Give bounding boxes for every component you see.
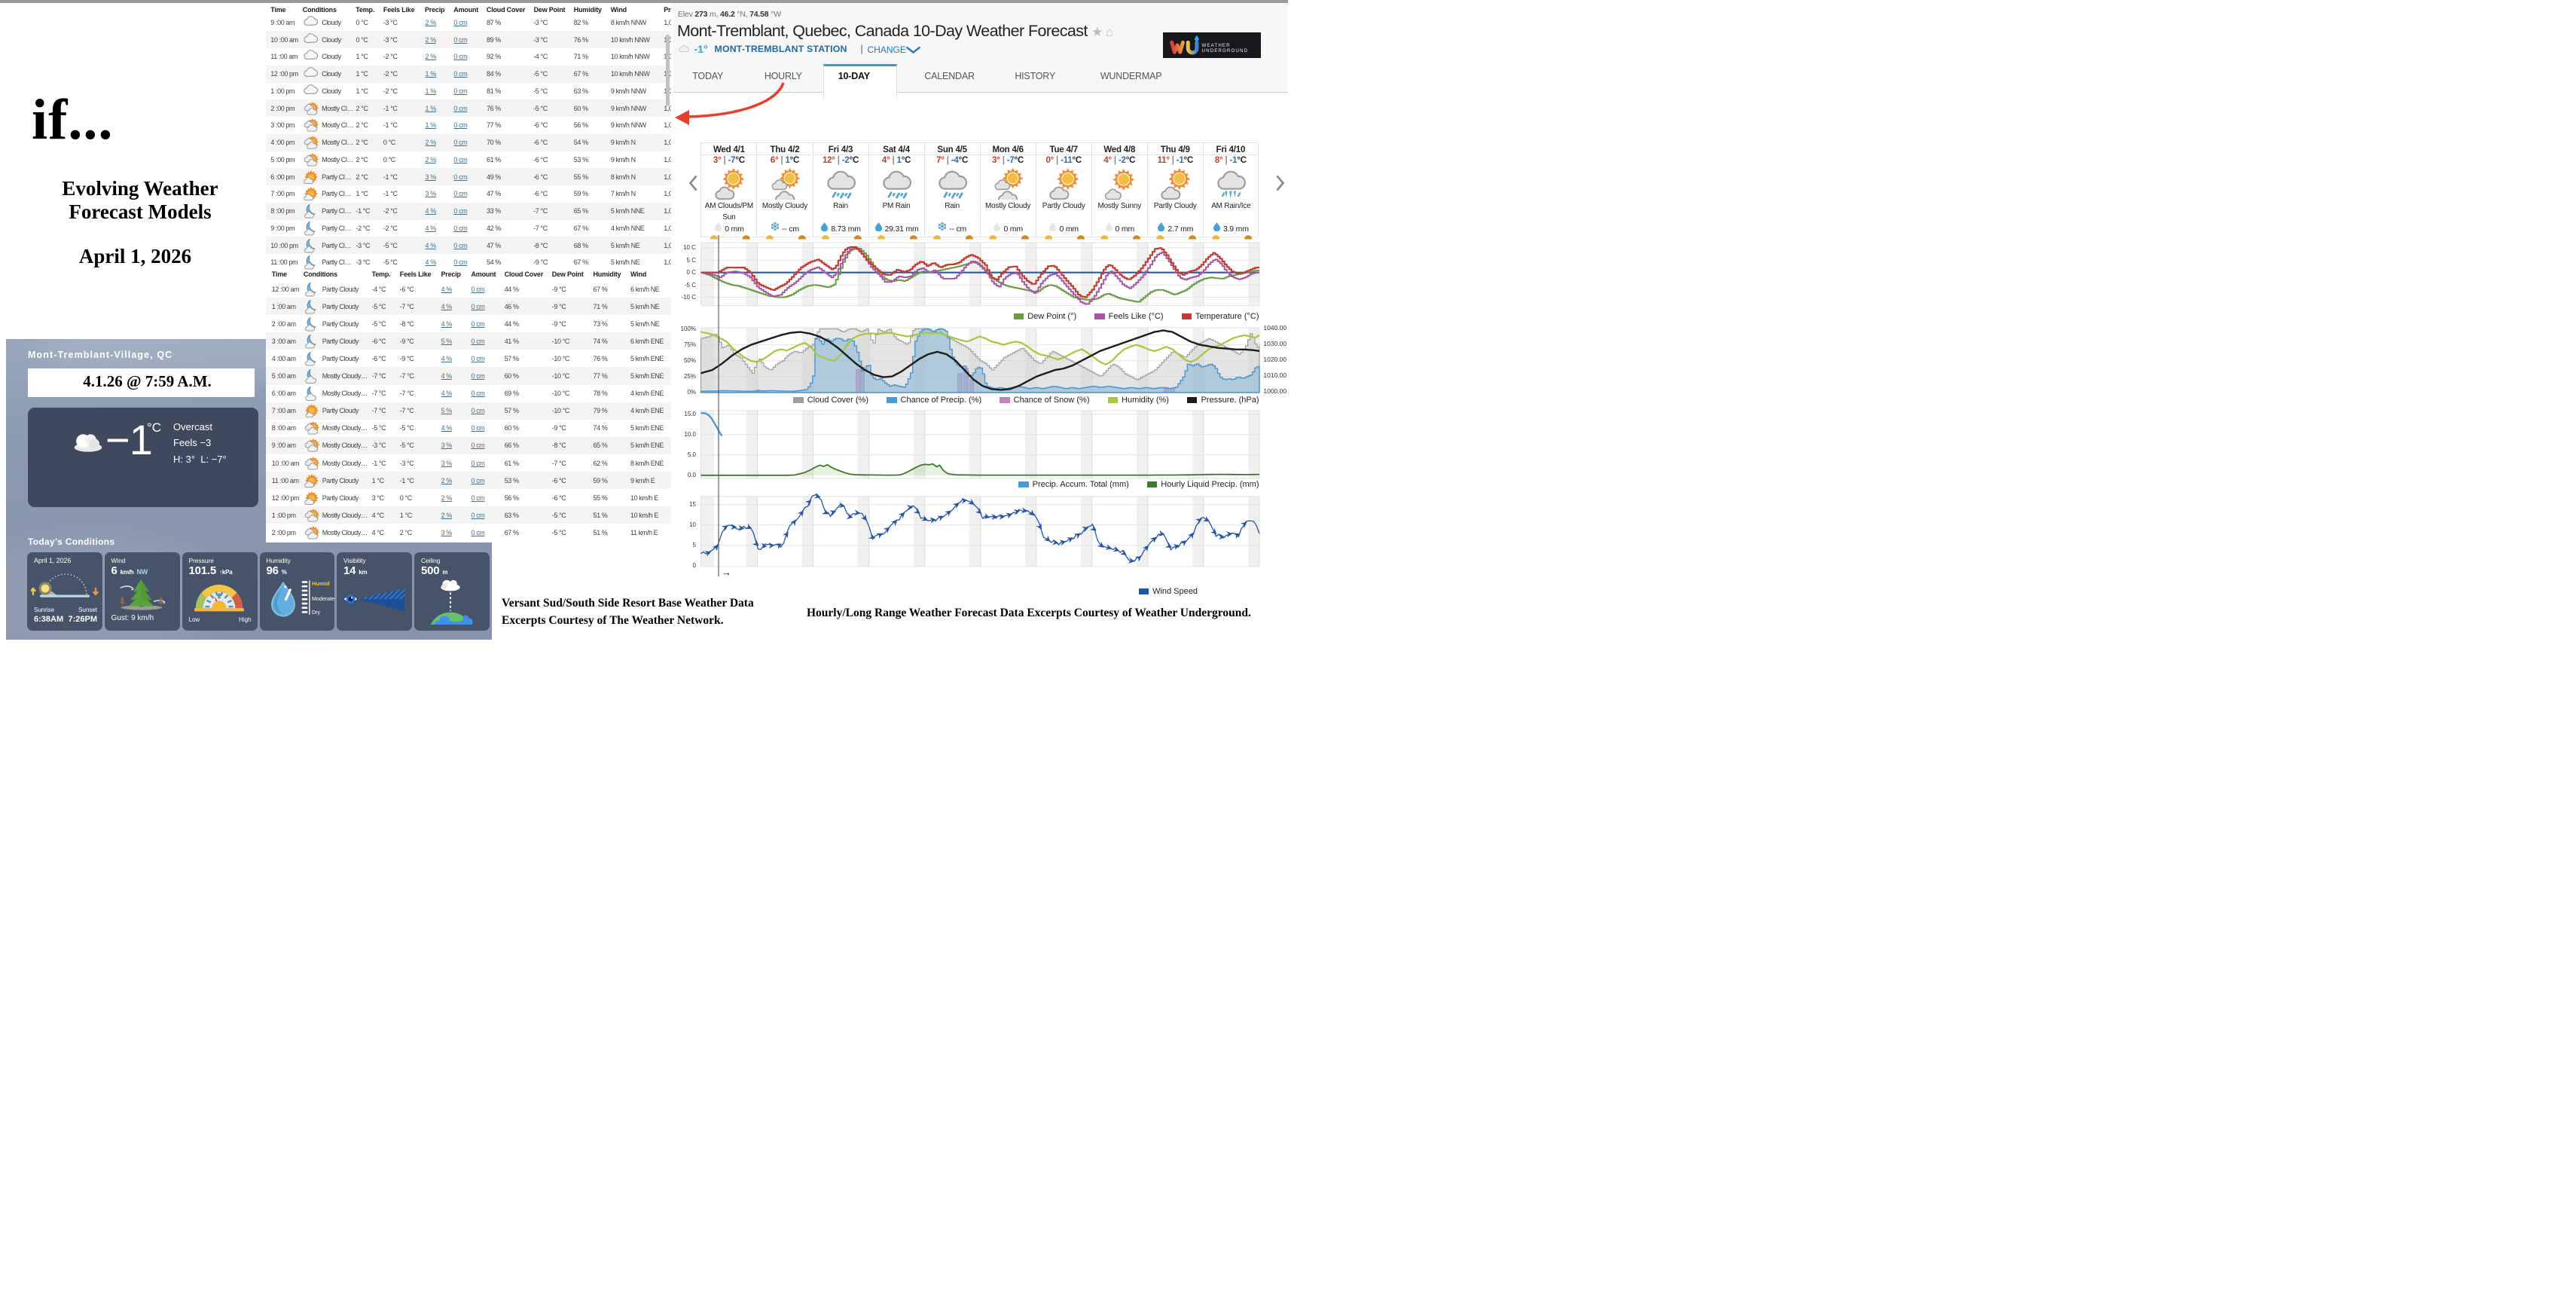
- svg-text:Moderate: Moderate: [312, 595, 334, 601]
- svg-text:Dry: Dry: [312, 609, 321, 615]
- svg-text:Humid: Humid: [312, 579, 330, 586]
